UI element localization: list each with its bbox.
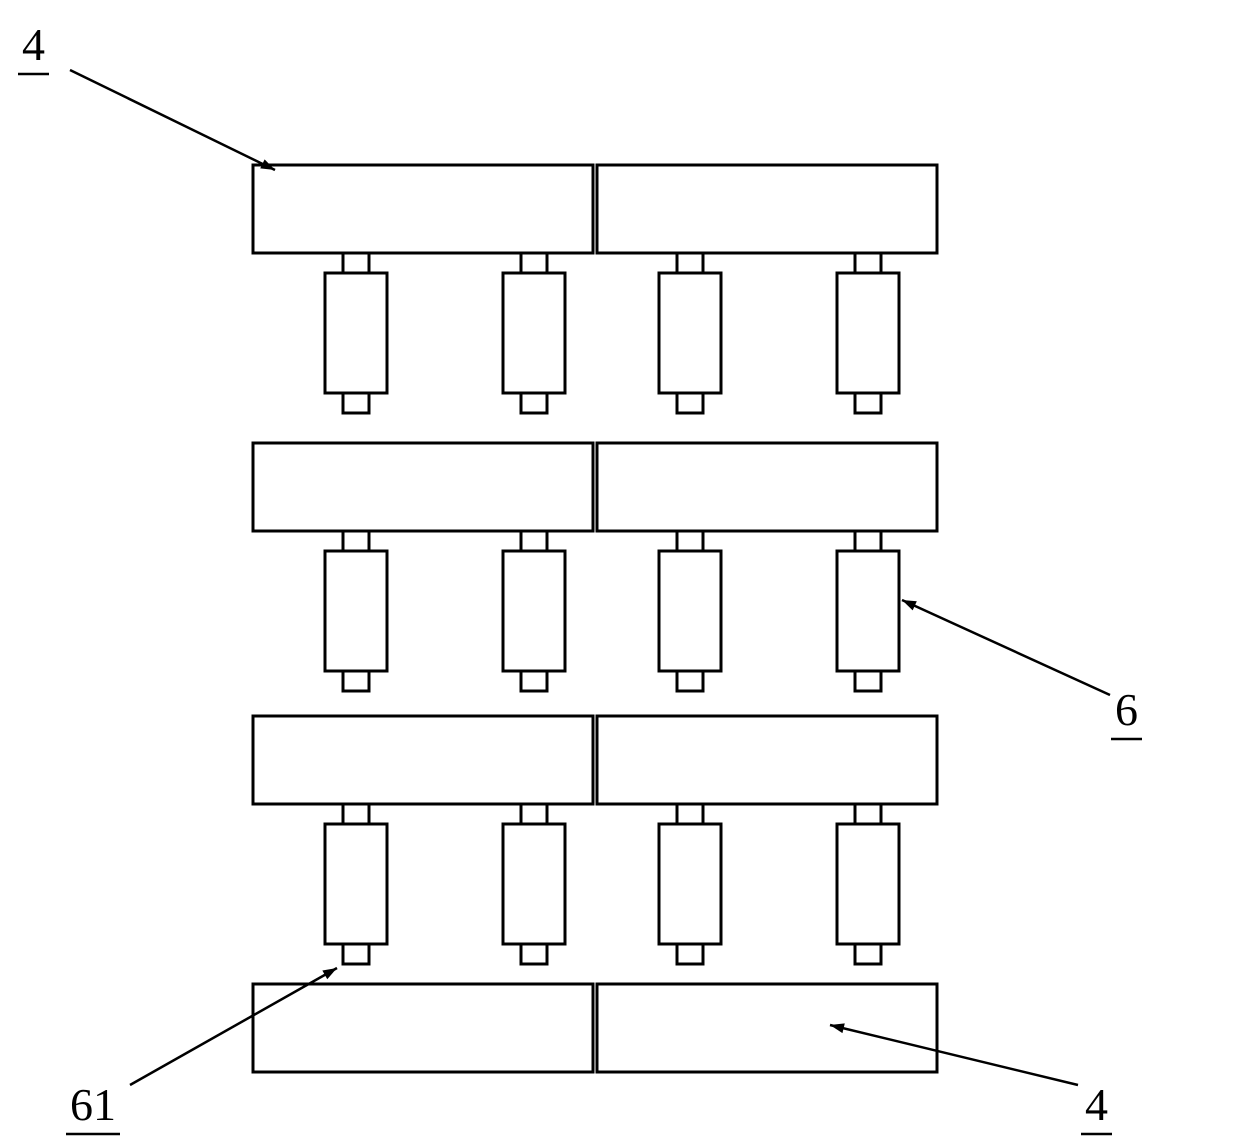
spacer-neck-61 [855, 393, 881, 413]
leader-arrow [902, 600, 917, 610]
leader-line [70, 70, 275, 170]
slab-4 [253, 165, 593, 253]
spacer-body-6 [325, 273, 387, 393]
spacer-body-6 [503, 824, 565, 944]
callout-4_br: 4 [830, 1023, 1112, 1134]
spacer-neck-61 [677, 671, 703, 691]
spacer-neck-61 [521, 671, 547, 691]
spacer-body-6 [325, 551, 387, 671]
callout-4_tl: 4 [18, 19, 275, 170]
spacer-neck-61 [521, 531, 547, 551]
spacer-body-6 [503, 551, 565, 671]
spacer-body-6 [837, 273, 899, 393]
spacer-body-6 [659, 551, 721, 671]
spacer-neck-61 [521, 253, 547, 273]
spacer-body-6 [659, 824, 721, 944]
spacer-body-6 [837, 824, 899, 944]
spacer-neck-61 [855, 671, 881, 691]
spacer-neck-61 [677, 393, 703, 413]
slab-4 [597, 984, 937, 1072]
spacer-neck-61 [855, 804, 881, 824]
callout-61: 61 [66, 968, 337, 1134]
spacer-neck-61 [521, 804, 547, 824]
spacer-neck-61 [343, 804, 369, 824]
leader-line [130, 968, 337, 1085]
label-text: 6 [1115, 684, 1138, 735]
spacer-neck-61 [855, 253, 881, 273]
spacer-neck-61 [855, 944, 881, 964]
leader-arrow [830, 1023, 845, 1033]
spacer-neck-61 [343, 944, 369, 964]
spacer-body-6 [659, 273, 721, 393]
leader-line [902, 600, 1110, 695]
spacer-neck-61 [677, 531, 703, 551]
spacer-body-6 [837, 551, 899, 671]
spacer-neck-61 [343, 671, 369, 691]
spacer-neck-61 [677, 944, 703, 964]
leader-line [830, 1025, 1078, 1085]
slab-4 [597, 716, 937, 804]
leader-arrow [322, 968, 337, 979]
spacer-neck-61 [521, 944, 547, 964]
slab-4 [253, 984, 593, 1072]
label-text: 4 [22, 19, 45, 70]
spacer-neck-61 [521, 393, 547, 413]
slab-4 [597, 443, 937, 531]
slab-4 [597, 165, 937, 253]
spacer-body-6 [503, 273, 565, 393]
spacer-body-6 [325, 824, 387, 944]
spacer-neck-61 [855, 531, 881, 551]
label-text: 61 [70, 1079, 116, 1130]
spacer-neck-61 [343, 253, 369, 273]
spacer-neck-61 [343, 531, 369, 551]
slab-4 [253, 716, 593, 804]
spacer-neck-61 [677, 253, 703, 273]
spacer-neck-61 [677, 804, 703, 824]
label-text: 4 [1085, 1079, 1108, 1130]
slab-4 [253, 443, 593, 531]
spacer-neck-61 [343, 393, 369, 413]
